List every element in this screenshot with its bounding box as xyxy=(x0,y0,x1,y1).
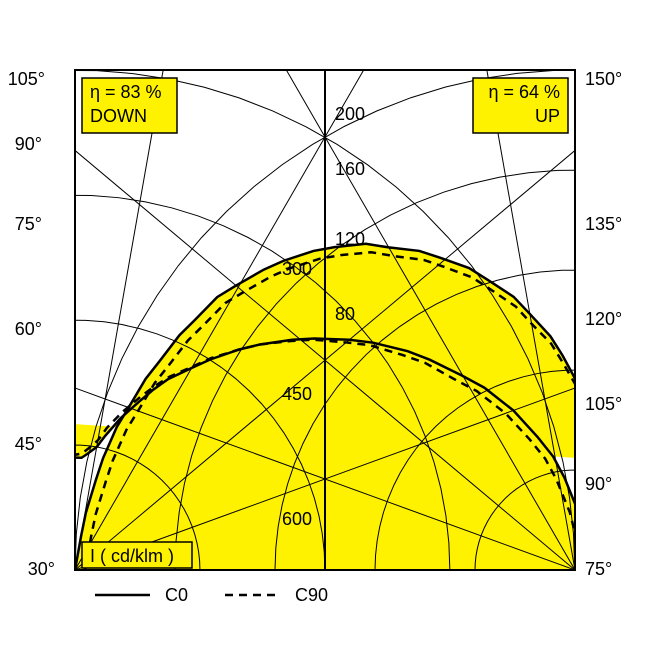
right-angle-label: 90° xyxy=(585,474,612,494)
down-box-text: η = 83 % xyxy=(90,82,162,102)
right-angle-label: 105° xyxy=(585,394,622,414)
polar-chart: 30° 45° 60° 75° 90° 105° 75° 90° 105° 120° 135° 150… xyxy=(0,0,650,650)
right-angle-label: 120° xyxy=(585,309,622,329)
right-ring-label: 200 xyxy=(335,104,365,124)
right-ring-label: 120 xyxy=(335,229,365,249)
left-angle-label: 45° xyxy=(15,434,42,454)
left-ring-label: 450 xyxy=(282,384,312,404)
left-ring-label: 300 xyxy=(282,259,312,279)
left-angle-label: 105° xyxy=(8,69,45,89)
right-angle-label: 150° xyxy=(585,69,622,89)
up-box-text: η = 64 % xyxy=(488,82,560,102)
distribution-fill xyxy=(49,244,595,570)
right-angle-label: 75° xyxy=(585,559,612,579)
left-angle-label: 75° xyxy=(15,214,42,234)
down-box-text: DOWN xyxy=(90,106,147,126)
left-angle-label: 90° xyxy=(15,134,42,154)
left-ring-label: 600 xyxy=(282,509,312,529)
legend-label: C0 xyxy=(165,585,188,605)
right-angle-label: 135° xyxy=(585,214,622,234)
legend-label: C90 xyxy=(295,585,328,605)
left-angle-label: 30° xyxy=(28,559,55,579)
chart-svg: 30° 45° 60° 75° 90° 105° 75° 90° 105° 120° 135° 150… xyxy=(0,0,650,650)
right-ring-label: 160 xyxy=(335,159,365,179)
left-angle-label: 60° xyxy=(15,319,42,339)
units-box-text: I ( cd/klm ) xyxy=(90,546,174,566)
right-ring-label: 80 xyxy=(335,304,355,324)
up-box-text: UP xyxy=(535,106,560,126)
